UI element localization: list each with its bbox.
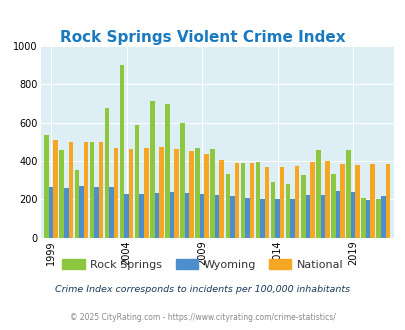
Text: © 2025 CityRating.com - https://www.cityrating.com/crime-statistics/: © 2025 CityRating.com - https://www.city… [70,313,335,322]
Bar [230,196,234,238]
Bar [330,175,335,238]
Bar [189,150,193,238]
Bar [335,191,339,238]
Bar [90,142,94,238]
Bar [44,135,49,238]
Bar [249,163,254,238]
Bar [320,195,324,238]
Bar [360,198,365,238]
Bar [53,140,58,238]
Bar [270,182,275,238]
Bar [150,101,154,238]
Bar [195,148,199,238]
Bar [124,194,129,238]
Bar [214,194,219,238]
Bar [75,170,79,238]
Bar [94,187,98,238]
Bar [245,198,249,238]
Bar [165,104,169,238]
Bar [290,199,294,238]
Bar [199,194,204,238]
Bar [129,148,133,238]
Bar [380,196,385,238]
Bar [375,199,380,238]
Bar [83,142,88,238]
Bar [59,149,64,238]
Bar [294,166,299,238]
Bar [113,148,118,238]
Bar [305,195,309,238]
Bar [180,123,184,238]
Bar [365,200,369,238]
Bar [225,175,230,238]
Bar [255,162,260,238]
Bar [300,176,305,238]
Bar [104,108,109,238]
Legend: Rock Springs, Wyoming, National: Rock Springs, Wyoming, National [58,255,347,274]
Bar [174,148,178,238]
Bar [324,161,329,238]
Bar [119,65,124,238]
Bar [219,160,224,238]
Bar [98,142,103,238]
Bar [279,167,283,238]
Bar [240,163,245,238]
Bar [139,194,144,238]
Bar [354,165,359,238]
Bar [154,193,159,238]
Bar [204,154,209,238]
Bar [285,184,290,238]
Bar [309,162,314,238]
Bar [159,147,163,238]
Bar [144,148,148,238]
Bar [49,187,53,238]
Bar [260,199,264,238]
Bar [350,192,354,238]
Bar [210,148,214,238]
Text: Crime Index corresponds to incidents per 100,000 inhabitants: Crime Index corresponds to incidents per… [55,285,350,294]
Bar [64,188,68,238]
Bar [264,167,269,238]
Text: Rock Springs Violent Crime Index: Rock Springs Violent Crime Index [60,30,345,45]
Bar [169,192,174,238]
Bar [339,164,344,238]
Bar [134,125,139,238]
Bar [315,149,320,238]
Bar [79,186,83,238]
Bar [275,199,279,238]
Bar [369,164,374,238]
Bar [109,187,113,238]
Bar [68,142,73,238]
Bar [234,163,239,238]
Bar [385,164,389,238]
Bar [345,149,350,238]
Bar [184,193,189,238]
